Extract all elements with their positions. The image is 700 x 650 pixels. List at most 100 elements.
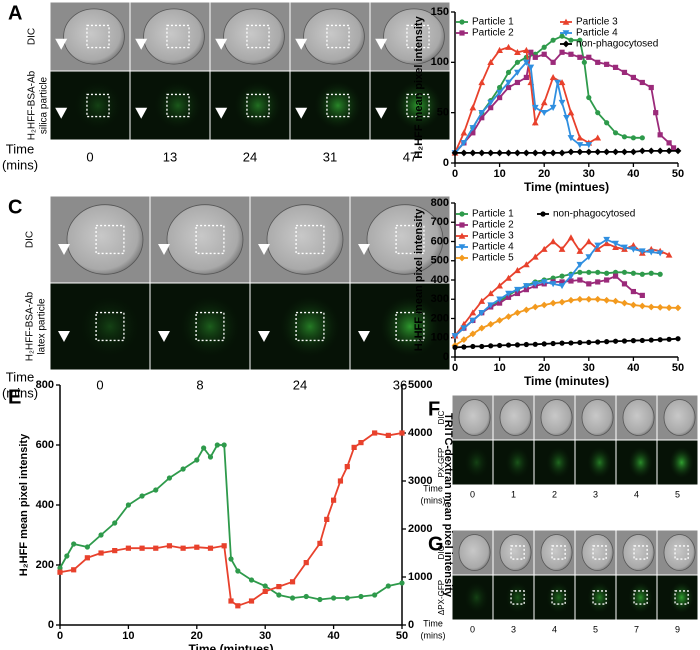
y2-tick-label: 5000 [408,379,432,391]
arrowhead [295,38,308,50]
data-point [586,281,592,287]
panel-label: F [428,398,440,420]
data-point [522,261,530,268]
data-point [586,54,592,60]
y-tick-label: 200 [36,559,54,571]
data-point [559,273,565,279]
time-label: 3 [593,489,598,499]
data-point [496,89,503,96]
row-label: PX-GFP [437,448,446,478]
data-point [595,110,601,116]
data-point [604,270,610,276]
time-label: 8 [196,377,203,392]
data-point [487,320,495,328]
data-point [657,132,663,138]
cell [166,204,244,275]
data-point [567,234,575,241]
arrowhead [135,107,148,119]
x-tick-label: 10 [122,630,134,642]
roi-box [395,224,425,255]
data-point [541,51,547,57]
data-point [487,149,495,157]
data-point [594,134,602,141]
cell [266,204,344,275]
row-label: H₂HFF-BSA-Ab [25,291,36,361]
data-point [235,568,241,574]
legend-marker [458,254,466,262]
x-axis-label: Time (mintues) [188,642,273,650]
data-point [289,579,296,585]
data-point [317,596,323,603]
data-point [603,236,611,243]
data-point [567,135,575,142]
legend-marker [459,19,465,25]
data-point [276,592,282,598]
y2-tick-label: 2000 [408,523,432,535]
data-point [576,247,584,254]
y-tick-label: 400 [36,499,54,511]
data-point [585,142,593,149]
data-point [612,240,619,247]
data-point [647,303,655,311]
y-tick-label: 100 [431,56,449,68]
arrowhead [215,107,228,119]
data-point [505,290,512,297]
cell [581,399,614,436]
x-tick-label: 0 [452,168,458,180]
data-point [639,79,645,86]
data-point [576,142,584,149]
data-point [567,148,575,156]
data-point [594,295,602,303]
y2-axis-label: TRITC-dextran mean pixel intensity [442,413,454,598]
y-tick-label: 600 [36,439,54,451]
data-point [125,502,131,508]
data-point [581,59,587,65]
data-point [496,46,503,53]
data-point [549,149,557,157]
data-point [496,296,503,303]
data-point [638,302,646,310]
data-point [630,246,637,253]
time-axis-label: (mins) [421,630,446,640]
time-label: 47 [403,149,417,164]
data-point [528,49,534,55]
data-point [522,283,530,290]
x-tick-label: 20 [538,168,550,180]
y-tick-label: 500 [431,255,449,267]
data-point [630,270,637,276]
legend-marker [458,244,466,251]
data-point [577,339,583,346]
data-point [497,300,503,306]
cell [540,534,573,571]
time-label: 5 [593,624,598,634]
row-label: DIC [437,410,446,424]
data-point [337,478,344,484]
series-line [59,432,403,607]
data-point [531,104,539,112]
roi-box [95,224,125,255]
data-point [522,46,530,53]
legend-marker [459,222,465,228]
row-label: DIC [25,231,36,248]
data-point [98,532,104,538]
data-point [479,343,485,350]
data-point [585,295,593,303]
cell [366,204,444,275]
data-point [478,109,486,117]
legend-label: Particle 2 [472,28,514,39]
green-signal [669,581,694,614]
data-point [214,442,220,448]
data-point [98,550,104,556]
data-point [550,340,556,347]
x-axis-label: Time (minutes) [524,374,609,388]
data-point [665,147,673,155]
y-tick-label: 0 [443,351,449,363]
roi-box [246,24,270,49]
green-signal [546,446,571,479]
data-point [71,541,77,547]
data-point [550,59,556,65]
data-point [563,114,570,122]
data-point [344,595,350,601]
roi-box [406,24,430,49]
data-point [221,442,227,448]
